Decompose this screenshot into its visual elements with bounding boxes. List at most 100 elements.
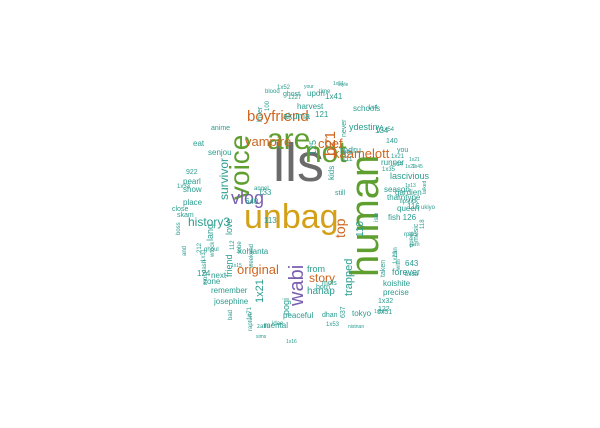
cloud-word: 1x51 <box>333 81 344 87</box>
cloud-word: close <box>172 206 189 213</box>
cloud-word: mental <box>264 321 289 330</box>
cloud-word: vlog <box>231 188 265 208</box>
cloud-word: show <box>183 185 202 194</box>
cloud-word: 1x4 <box>368 105 378 111</box>
cloud-word: lls <box>273 133 324 193</box>
cloud-word: wtock <box>210 241 216 257</box>
cloud-word: vampire <box>245 134 292 149</box>
cloud-word: 1x53 <box>326 322 340 328</box>
cloud-word: 1x13 <box>405 183 416 189</box>
cloud-word: senjou <box>208 148 232 157</box>
cloud-word: 1x41 <box>325 92 343 101</box>
cloud-word: kids <box>327 165 336 180</box>
cloud-word: jam <box>410 242 420 248</box>
cloud-word: ghoul <box>204 247 219 253</box>
cloud-word: 1x32 <box>378 298 394 305</box>
cloud-word: 1x14 <box>390 162 404 168</box>
cloud-word: 212 <box>197 242 203 253</box>
cloud-word: skam <box>177 212 194 219</box>
cloud-word: runner <box>381 158 405 167</box>
cloud-word: style <box>338 82 349 88</box>
cloud-word: ydestiny <box>349 122 383 132</box>
cloud-word: sims <box>256 334 267 340</box>
cloud-word: 122 <box>378 306 390 313</box>
cloud-word: 118 <box>420 219 426 229</box>
cloud-word: lover <box>257 106 264 122</box>
cloud-word: time <box>319 89 331 95</box>
cloud-word: boyfriend <box>247 108 309 125</box>
cloud-word: nistnan <box>348 324 365 330</box>
cloud-word: 1x21 <box>391 154 405 160</box>
cloud-word: 125 <box>308 139 318 155</box>
cloud-word: taken <box>380 259 387 277</box>
cloud-word: zone <box>203 277 221 286</box>
cloud-word: schools <box>353 104 381 113</box>
cloud-word: history3 <box>188 215 231 229</box>
cloud-word: dhan <box>322 312 338 319</box>
cloud-word: 134 <box>375 126 389 135</box>
cloud-word: blood <box>265 89 280 95</box>
cloud-word: 121 <box>315 110 329 119</box>
cloud-word: harvest <box>297 102 324 111</box>
cloud-word: 1x35 <box>382 167 396 173</box>
cloud-word: lang <box>205 223 215 241</box>
cloud-word: hanap <box>307 286 335 297</box>
cloud-word: 1x21 <box>409 157 420 163</box>
cloud-word: 1x33 <box>177 184 191 190</box>
cloud-word: forever <box>392 267 421 277</box>
cloud-word: chef <box>318 136 343 151</box>
cloud-word: 1227 <box>288 95 302 101</box>
cloud-word: not <box>305 136 347 169</box>
cloud-word: original <box>237 262 279 277</box>
cloud-word: koishite <box>383 279 411 288</box>
cloud-word: anime <box>211 125 231 132</box>
cloud-word: angel <box>254 186 269 192</box>
cloud-word: 1x71 <box>247 306 253 320</box>
cloud-word: trapped <box>343 258 355 296</box>
cloud-word: 1x22 <box>405 164 416 170</box>
cloud-word: queen <box>397 204 420 213</box>
cloud-word: mols <box>322 280 337 287</box>
cloud-word: b21 <box>322 130 339 156</box>
cloud-word: 116 <box>407 202 420 211</box>
cloud-word: 1x23 <box>393 250 399 264</box>
cloud-word: most <box>203 271 209 285</box>
cloud-word: boss <box>176 222 182 235</box>
cloud-word: 637 <box>340 306 347 318</box>
cloud-word: zaflu <box>257 324 270 330</box>
cloud-word: eat <box>193 139 205 148</box>
cloud-word: 1x16 <box>286 339 297 345</box>
cloud-word: unbag <box>244 198 339 236</box>
cloud-word: you <box>397 147 409 154</box>
cloud-word: idae <box>272 321 284 327</box>
cloud-word: 1x54 <box>381 127 395 133</box>
cloud-word: tokyo <box>352 309 372 318</box>
cloud-word: 133 <box>258 188 272 197</box>
cloud-word: weekend <box>249 243 255 268</box>
cloud-word: kaamelott <box>333 146 390 161</box>
cloud-word: upon <box>307 89 325 98</box>
cloud-word: love <box>224 218 234 235</box>
cloud-word: born <box>316 284 331 291</box>
cloud-word: 922 <box>186 169 198 176</box>
cloud-word: bad <box>228 309 234 320</box>
cloud-word: josephine <box>214 297 249 306</box>
cloud-word: still <box>335 190 346 197</box>
cloud-word: gardien <box>395 188 422 197</box>
cloud-word: top <box>332 218 348 238</box>
cloud-word: rpdrs <box>404 232 418 238</box>
cloud-word: 1x21 <box>254 279 266 303</box>
cloud-word: 1x12 <box>374 309 385 315</box>
cloud-word: your <box>304 84 314 90</box>
cloud-word: bsoa <box>405 272 419 278</box>
cloud-word: remember <box>211 286 248 295</box>
cloud-word: next <box>211 271 227 280</box>
cloud-word: survivor <box>217 157 231 200</box>
cloud-word: season <box>384 185 410 194</box>
cloud-word: ukiyo <box>421 205 436 211</box>
cloud-word: are <box>267 123 311 156</box>
cloud-word: lascivious <box>390 171 430 181</box>
cloud-word: peaceful <box>283 311 314 320</box>
cloud-word: 113 <box>264 216 277 225</box>
